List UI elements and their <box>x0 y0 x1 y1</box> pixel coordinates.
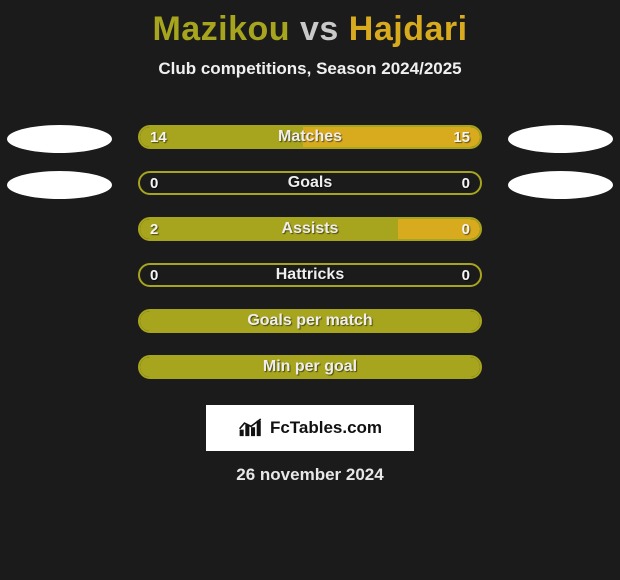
title-vs: vs <box>300 10 339 48</box>
branding-badge: FcTables.com <box>206 405 414 451</box>
stat-bar: 1415Matches <box>138 125 482 149</box>
subtitle: Club competitions, Season 2024/2025 <box>0 59 620 79</box>
title-player1: Mazikou <box>152 10 290 48</box>
stat-label: Goals <box>140 173 480 193</box>
player1-marker <box>7 125 112 153</box>
stat-label: Min per goal <box>140 357 480 377</box>
stat-bar: 00Goals <box>138 171 482 195</box>
stat-row: Goals per match <box>0 303 620 349</box>
bars-icon <box>238 417 264 439</box>
stat-row: 00Hattricks <box>0 257 620 303</box>
stat-row: Min per goal <box>0 349 620 395</box>
stat-label: Assists <box>140 219 480 239</box>
branding-text: FcTables.com <box>270 418 382 438</box>
comparison-card: Mazikou vs Hajdari Club competitions, Se… <box>0 0 620 580</box>
player1-marker <box>7 171 112 199</box>
stat-rows: 1415Matches 00Goals 20Assists 00Hattricks Go… <box>0 119 620 395</box>
stat-row: 1415Matches <box>0 119 620 165</box>
stat-row: 00Goals <box>0 165 620 211</box>
stat-bar: 00Hattricks <box>138 263 482 287</box>
stat-row: 20Assists <box>0 211 620 257</box>
title-player2: Hajdari <box>349 10 468 48</box>
title: Mazikou vs Hajdari <box>0 0 620 49</box>
stat-label: Goals per match <box>140 311 480 331</box>
player2-marker <box>508 125 613 153</box>
date: 26 november 2024 <box>0 465 620 485</box>
stat-label: Hattricks <box>140 265 480 285</box>
stat-label: Matches <box>140 127 480 147</box>
player2-marker <box>508 171 613 199</box>
stat-bar: Min per goal <box>138 355 482 379</box>
stat-bar: Goals per match <box>138 309 482 333</box>
stat-bar: 20Assists <box>138 217 482 241</box>
